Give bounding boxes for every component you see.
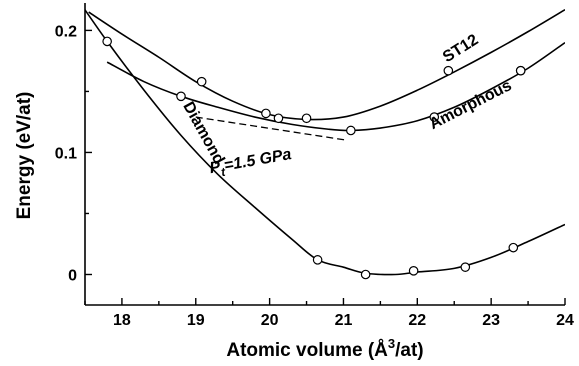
amorphous-label: Amorphous bbox=[427, 77, 515, 133]
amorphous-marker bbox=[515, 65, 526, 76]
x-tick-label: 21 bbox=[335, 312, 353, 329]
diamond-marker bbox=[508, 242, 519, 253]
annotation-layer bbox=[195, 116, 348, 141]
x-tick-label: 23 bbox=[482, 312, 500, 329]
st12-marker bbox=[443, 65, 454, 76]
diamond-marker bbox=[360, 269, 371, 280]
diamond-curve bbox=[85, 8, 565, 276]
diamond-label: Diamond bbox=[179, 99, 227, 167]
x-tick-label: 18 bbox=[113, 312, 131, 329]
axes-layer: 18 19 20 21 22 23 24 0 0.1 0.2 bbox=[55, 3, 574, 329]
y-axis-title: Energy (eV/at) bbox=[14, 92, 35, 220]
y-tick-label: 0.1 bbox=[55, 145, 77, 162]
x-tick-label: 22 bbox=[408, 312, 426, 329]
diamond-marker bbox=[460, 262, 471, 272]
y-tick-label: 0.2 bbox=[55, 23, 77, 40]
st12-marker bbox=[301, 113, 312, 124]
st12-marker bbox=[196, 76, 207, 87]
st12-marker bbox=[273, 113, 284, 124]
markers-layer bbox=[102, 36, 526, 280]
curves-layer bbox=[85, 8, 565, 276]
x-tick-label: 19 bbox=[187, 312, 205, 329]
diamond-marker bbox=[408, 266, 419, 276]
st12-curve bbox=[88, 8, 565, 121]
amorphous-marker bbox=[429, 112, 440, 122]
x-axis-title: Atomic volume (Å3/at) bbox=[226, 336, 423, 361]
x-tick-label: 24 bbox=[556, 312, 574, 329]
diamond-marker bbox=[102, 36, 112, 47]
y-tick-label: 0 bbox=[68, 267, 77, 284]
amorphous-marker bbox=[261, 108, 271, 119]
x-tick-label: 20 bbox=[261, 312, 279, 329]
amorphous-marker bbox=[346, 125, 356, 136]
transition-tangent-line bbox=[195, 116, 348, 141]
diamond-marker bbox=[312, 255, 323, 265]
amorphous-marker bbox=[176, 91, 186, 102]
